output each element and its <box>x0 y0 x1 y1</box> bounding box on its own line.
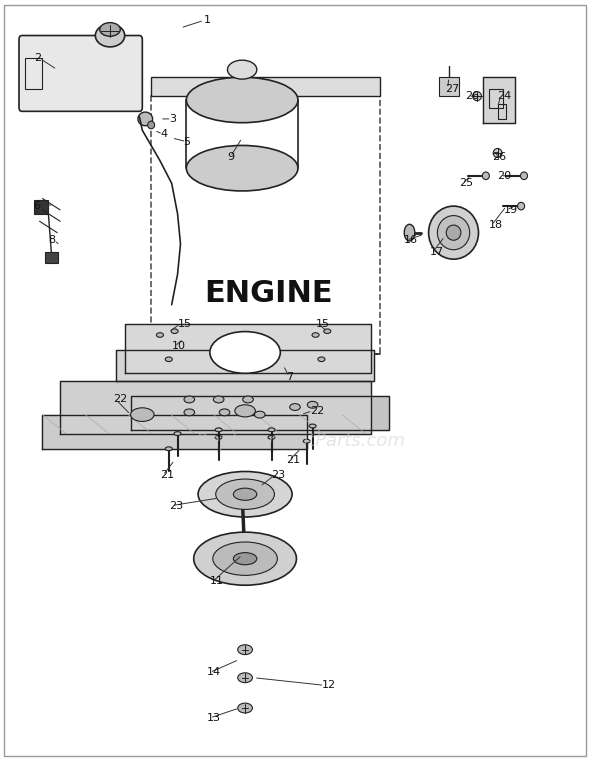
Polygon shape <box>116 350 374 380</box>
Text: 18: 18 <box>489 220 503 230</box>
Ellipse shape <box>238 645 253 654</box>
Ellipse shape <box>238 703 253 713</box>
Text: 5: 5 <box>183 137 191 147</box>
Ellipse shape <box>493 148 502 158</box>
Ellipse shape <box>215 435 222 439</box>
Text: 26: 26 <box>466 91 480 101</box>
Bar <box>45 252 58 263</box>
Text: 11: 11 <box>210 576 224 587</box>
Text: 21: 21 <box>286 455 300 465</box>
Text: 27: 27 <box>445 84 459 94</box>
Text: 1: 1 <box>204 15 211 25</box>
Text: 8: 8 <box>48 235 55 245</box>
Ellipse shape <box>473 91 481 100</box>
Text: 20: 20 <box>497 170 512 181</box>
FancyBboxPatch shape <box>19 36 142 111</box>
Text: 23: 23 <box>169 501 183 511</box>
Text: 13: 13 <box>207 713 221 723</box>
Polygon shape <box>60 380 371 434</box>
Ellipse shape <box>165 447 172 451</box>
Text: 21: 21 <box>160 470 174 480</box>
Text: 9: 9 <box>228 152 235 162</box>
Text: 4: 4 <box>160 129 167 139</box>
Text: 15: 15 <box>316 319 330 329</box>
Ellipse shape <box>198 472 292 517</box>
Ellipse shape <box>156 333 163 337</box>
Ellipse shape <box>268 428 275 431</box>
Text: 22: 22 <box>113 394 127 404</box>
Ellipse shape <box>100 23 120 37</box>
Ellipse shape <box>312 333 319 337</box>
Ellipse shape <box>148 121 155 129</box>
Ellipse shape <box>214 396 224 403</box>
Text: 16: 16 <box>404 235 418 245</box>
Ellipse shape <box>138 112 153 126</box>
Ellipse shape <box>194 532 296 585</box>
Ellipse shape <box>482 172 489 180</box>
Bar <box>25 59 42 88</box>
Ellipse shape <box>215 428 222 431</box>
Ellipse shape <box>517 202 525 210</box>
Bar <box>34 200 48 214</box>
Ellipse shape <box>186 77 298 123</box>
Ellipse shape <box>520 172 527 180</box>
Ellipse shape <box>309 424 316 428</box>
Ellipse shape <box>404 224 415 241</box>
Bar <box>497 103 506 119</box>
Polygon shape <box>483 77 515 123</box>
Ellipse shape <box>219 409 230 416</box>
Ellipse shape <box>324 329 331 333</box>
Text: 14: 14 <box>207 667 221 677</box>
Bar <box>489 88 503 107</box>
Ellipse shape <box>307 401 318 408</box>
Ellipse shape <box>130 408 154 422</box>
Ellipse shape <box>186 145 298 191</box>
Text: 19: 19 <box>503 205 517 215</box>
Ellipse shape <box>238 673 253 683</box>
Ellipse shape <box>242 396 253 403</box>
Ellipse shape <box>318 357 325 361</box>
Ellipse shape <box>171 329 178 333</box>
Ellipse shape <box>303 439 310 443</box>
Ellipse shape <box>184 396 195 403</box>
Bar <box>151 96 380 354</box>
Ellipse shape <box>254 411 265 418</box>
Ellipse shape <box>233 488 257 500</box>
Text: eReplacementParts.com: eReplacementParts.com <box>185 432 405 451</box>
Ellipse shape <box>446 225 461 240</box>
Text: 15: 15 <box>178 319 192 329</box>
Polygon shape <box>124 323 371 373</box>
Ellipse shape <box>290 403 300 410</box>
Bar <box>151 77 380 96</box>
Ellipse shape <box>213 542 277 575</box>
Ellipse shape <box>437 215 470 250</box>
Text: 22: 22 <box>310 406 324 416</box>
Ellipse shape <box>184 409 195 416</box>
Text: ENGINE: ENGINE <box>204 279 333 307</box>
Text: 10: 10 <box>172 342 186 352</box>
Ellipse shape <box>428 206 478 260</box>
Ellipse shape <box>268 435 275 439</box>
Text: 7: 7 <box>286 371 293 382</box>
Text: 23: 23 <box>271 470 286 480</box>
Text: 12: 12 <box>322 680 336 690</box>
Ellipse shape <box>233 552 257 565</box>
Ellipse shape <box>216 479 274 509</box>
Ellipse shape <box>174 431 181 435</box>
Ellipse shape <box>96 24 124 47</box>
Text: 25: 25 <box>460 178 474 189</box>
Ellipse shape <box>165 357 172 361</box>
Bar <box>439 77 460 96</box>
Text: 2: 2 <box>34 53 41 63</box>
Ellipse shape <box>210 332 280 374</box>
Text: 17: 17 <box>430 247 444 256</box>
Text: 3: 3 <box>169 114 176 124</box>
Text: 26: 26 <box>491 152 506 162</box>
Polygon shape <box>42 415 307 449</box>
Text: 6: 6 <box>34 201 41 211</box>
Ellipse shape <box>228 60 257 79</box>
Text: 24: 24 <box>497 91 512 101</box>
Ellipse shape <box>235 405 255 417</box>
Polygon shape <box>130 396 389 430</box>
